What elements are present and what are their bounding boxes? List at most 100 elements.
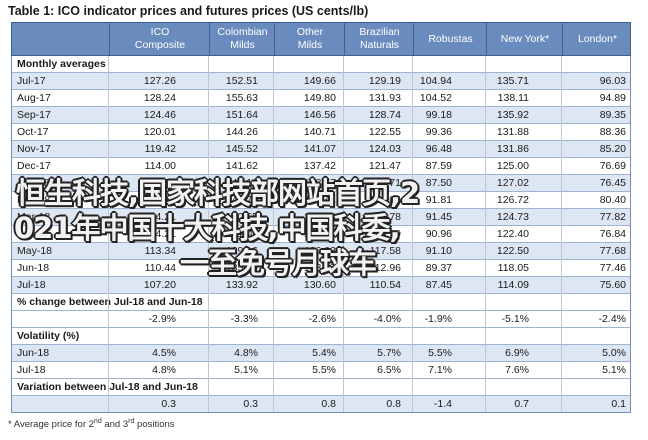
table-cell: 0.8 — [321, 398, 336, 410]
table-row: Jun-18 4.5% 4.8% 5.4% 5.7% 5.5% 6.9% 5.0% — [11, 345, 631, 362]
column-header: ICO Composite — [134, 26, 186, 51]
table-cell: 77.68 — [599, 245, 626, 257]
table-row: Apr-18 114.21 141.08 136.45 119.39 90.96 122.4… — [11, 226, 631, 243]
table-cell: 99.36 — [425, 126, 452, 138]
table-cell: 91.45 — [425, 211, 452, 223]
table-cell: 135.69 — [225, 262, 258, 274]
table-cell: 141.07 — [303, 143, 336, 155]
table-cell: 145.52 — [225, 143, 258, 155]
column-divider — [343, 56, 344, 413]
section-heading-row: % change between Jul-18 and Jun-18 — [11, 294, 631, 311]
table-cell: -3.3% — [230, 313, 258, 325]
row-divider — [11, 106, 631, 107]
footnote-second: 3 — [122, 419, 129, 431]
table-row: Jul-18 4.8% 5.1% 5.5% 6.5% 7.1% 7.6% 5.1% — [11, 362, 631, 379]
table-cell: 0.3 — [161, 398, 176, 410]
column-divider — [208, 56, 209, 413]
table-row: Nov-17 119.42 145.52 141.07 124.03 96.48 131.8… — [11, 141, 631, 158]
table-cell: 131.93 — [368, 92, 401, 104]
row-label: Jul-17 — [17, 75, 46, 87]
footnote-suffix: positions — [134, 419, 175, 431]
row-label: Sep-17 — [17, 109, 51, 121]
table-cell: 127.26 — [143, 75, 176, 87]
table-cell: 115.72 — [144, 194, 176, 206]
table-cell: 6.5% — [377, 364, 401, 376]
table-row: Dec-17 114.00 141.62 137.42 121.47 87.59 125.0… — [11, 158, 631, 175]
table-cell: 76.45 — [599, 177, 626, 189]
table-cell: 133.92 — [225, 279, 258, 291]
table-cell: 4.8% — [152, 364, 176, 376]
table-cell: 135.71 — [496, 75, 529, 87]
table-cell: 127.02 — [496, 177, 529, 189]
table-cell: 6.9% — [505, 347, 529, 359]
header-divider — [274, 23, 275, 55]
row-divider — [11, 242, 631, 243]
row-divider — [11, 395, 631, 396]
column-divider — [485, 56, 486, 413]
table-cell: 117.58 — [369, 245, 401, 257]
row-label: Apr-18 — [17, 228, 49, 240]
table-cell: 142.74 — [225, 194, 258, 206]
table-row: Jun-18 110.44 135.69 133.37 112.96 89.37 118.0… — [11, 260, 631, 277]
table-cell: 0.8 — [386, 398, 401, 410]
table-cell: 99.18 — [425, 109, 452, 121]
column-divider — [108, 56, 109, 413]
table-cell: 139.16 — [225, 245, 258, 257]
table-cell: 119.39 — [369, 228, 401, 240]
table-cell: 107.20 — [143, 279, 176, 291]
section-heading-row: Monthly averages — [11, 56, 631, 73]
footnote-second-sup: rd — [128, 418, 135, 425]
table-cell: 76.69 — [599, 160, 626, 172]
table-row: -2.9% -3.3% -2.6% -4.0% -1.9% -5.1% -2.4% — [11, 311, 631, 328]
section-heading: % change between Jul-18 and Jun-18 — [17, 296, 203, 308]
watermark-line-1: 恒生科技,国家科技部网站首页,2 — [16, 176, 420, 210]
table-cell: 7.1% — [428, 364, 452, 376]
table-border — [630, 56, 631, 413]
header-divider — [413, 23, 414, 55]
table-cell: 114.21 — [144, 211, 176, 223]
header-divider — [109, 23, 110, 55]
footnote: * Average price for 2nd and 3rd position… — [8, 418, 175, 430]
column-header: Robustas — [428, 32, 473, 45]
row-label: Jun-18 — [17, 262, 50, 274]
section-heading: Volatility (%) — [17, 330, 80, 342]
column-header: New York* — [500, 32, 550, 45]
table-cell: 96.03 — [599, 75, 626, 87]
table-cell: 87.50 — [425, 177, 452, 189]
table-cell: -5.1% — [501, 313, 529, 325]
row-divider — [11, 276, 631, 277]
footnote-mid: and — [101, 419, 123, 431]
footnote-first-sup: nd — [93, 418, 102, 425]
row-label: Feb-18 — [17, 194, 51, 206]
table-cell: 119.42 — [144, 143, 176, 155]
header-divider — [562, 23, 563, 55]
table-cell: 5.7% — [377, 347, 401, 359]
row-divider — [11, 378, 631, 379]
table-cell: 89.37 — [425, 262, 452, 274]
watermark-line-3: 一至免号月球车 — [180, 246, 377, 280]
table-cell: 104.52 — [419, 92, 452, 104]
column-divider — [561, 56, 562, 413]
table-cell: 114.55 — [144, 177, 176, 189]
table-cell: -2.6% — [308, 313, 336, 325]
table-cell: 122.40 — [496, 228, 529, 240]
table-cell: 133.37 — [303, 262, 336, 274]
table-cell: -2.9% — [148, 313, 176, 325]
table-cell: 96.48 — [425, 143, 452, 155]
row-divider — [11, 174, 631, 175]
table-row: 0.3 0.3 0.8 0.8 -1.4 0.7 0.1 — [11, 396, 631, 413]
table-cell: 140.55 — [225, 211, 258, 223]
table-header: ICO Composite Colombian Milds Other Milds B… — [11, 22, 631, 56]
table-cell: 138.67 — [303, 177, 336, 189]
table-cell: 5.5% — [312, 364, 336, 376]
table-cell: 0.7 — [514, 398, 529, 410]
row-label: Jun-18 — [17, 347, 50, 359]
table-cell: 80.40 — [599, 194, 626, 206]
table-cell: 114.00 — [144, 160, 176, 172]
table-cell: 110.54 — [369, 279, 401, 291]
section-heading: Monthly averages — [17, 58, 106, 70]
row-divider — [11, 361, 631, 362]
footnote-prefix: * Average price for — [8, 419, 89, 431]
table-cell: 135.92 — [496, 109, 529, 121]
section-heading-row: Volatility (%) — [11, 328, 631, 345]
